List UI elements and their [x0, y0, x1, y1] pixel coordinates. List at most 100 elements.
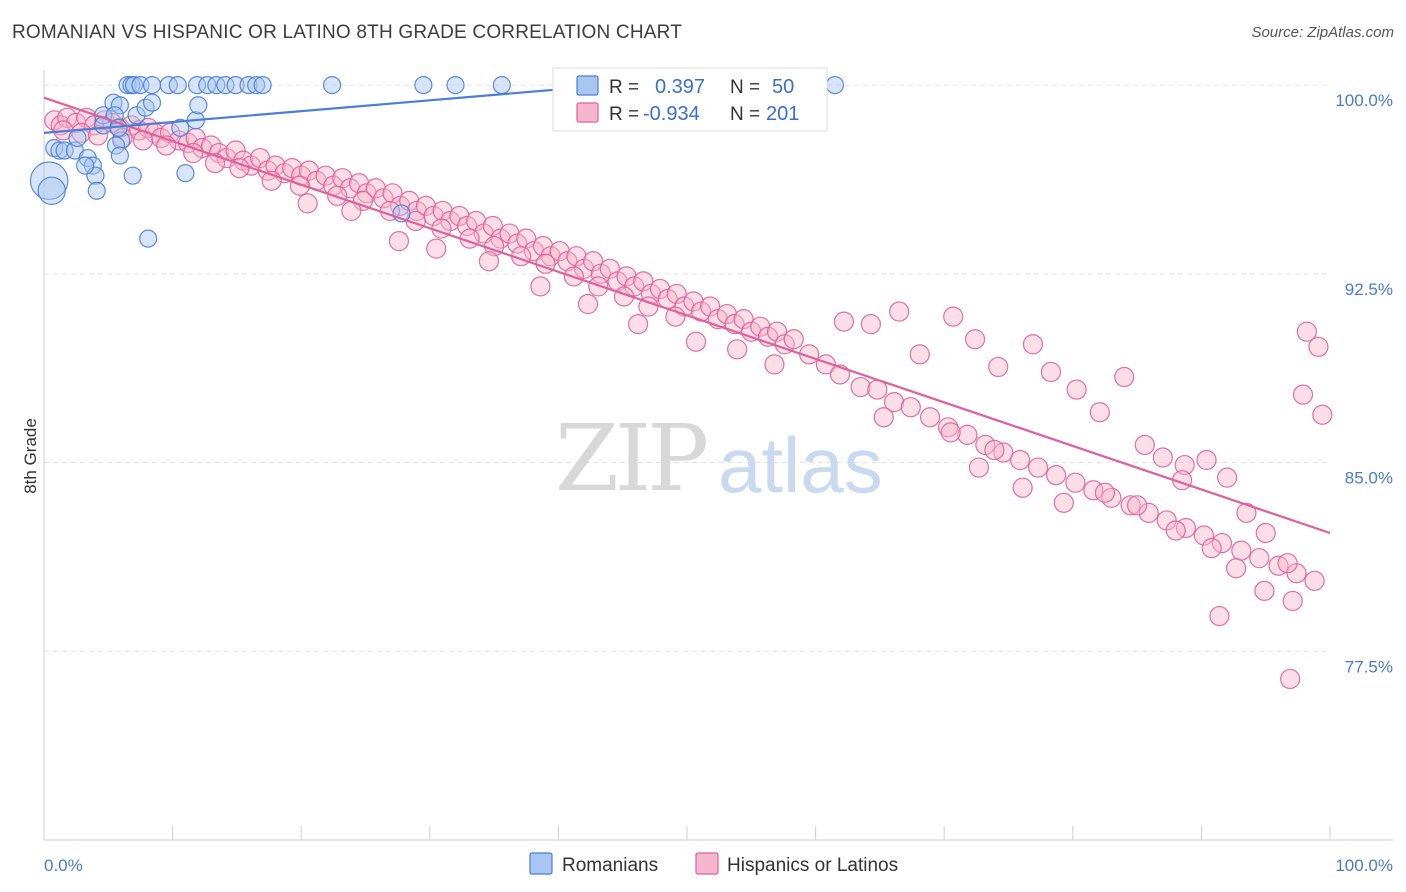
romanians-point-43 — [253, 75, 272, 95]
y-tick-label-3: 77.5% — [1345, 657, 1393, 676]
hispanics-point-122 — [628, 314, 649, 335]
hispanics-point-81 — [716, 303, 737, 325]
hispanics-point-92 — [87, 125, 109, 146]
romanians-point-31 — [124, 75, 144, 95]
hispanics-point-87 — [766, 321, 788, 342]
romanians-point-4 — [55, 141, 74, 160]
romanians-point-6 — [68, 128, 87, 148]
hispanics-point-61 — [549, 241, 570, 262]
hispanics-point-174 — [1277, 553, 1298, 574]
hispanics-point-139 — [1027, 457, 1049, 478]
hispanics-point-138 — [1009, 449, 1031, 471]
hispanics-point-114 — [665, 306, 686, 327]
hispanics-point-169 — [1174, 454, 1195, 476]
legend-label-romanians[interactable]: Romanians — [562, 855, 658, 876]
hispanics-point-39 — [365, 178, 386, 199]
romanians-point-42 — [247, 75, 266, 95]
hispanics-point-129 — [850, 376, 871, 398]
hispanics-point-118 — [426, 238, 447, 259]
hispanics-point-170 — [1196, 449, 1217, 471]
hispanics-point-178 — [1312, 404, 1333, 425]
romanians-point-23 — [110, 146, 129, 165]
hispanics-point-173 — [1255, 522, 1276, 544]
romanians-point-36 — [187, 75, 207, 95]
y-tick-labels: 100.0% 92.5% 85.0% 77.5% — [1335, 91, 1393, 676]
romanians-point-17 — [123, 166, 142, 185]
y-axis-title: 8th Grade — [21, 418, 40, 494]
hispanics-point-163 — [1040, 361, 1062, 383]
legend-swatch-romanians-bottom[interactable] — [529, 852, 553, 875]
legend-n-value-romanians: 50 — [772, 76, 794, 98]
legend-swatch-hispanics-bottom[interactable] — [695, 852, 719, 875]
watermark: ZIP atlas — [555, 405, 883, 512]
romanians-point-46 — [446, 75, 465, 95]
hispanics-point-33 — [315, 165, 336, 186]
hispanics-point-45 — [415, 195, 437, 216]
hispanics-point-175 — [1292, 384, 1314, 405]
hispanics-point-53 — [482, 215, 503, 237]
hispanics-point-167 — [1134, 434, 1155, 456]
hispanics-point-176 — [1296, 321, 1317, 342]
romanians-point-1 — [37, 176, 66, 205]
hispanics-point-51 — [465, 210, 487, 232]
hispanics-point-181 — [1012, 477, 1033, 498]
correlation-legend: R = 0.397 N = 50 R = -0.934 N = 201 — [552, 67, 828, 132]
hispanics-point-141 — [1065, 472, 1086, 493]
hispanics-point-158 — [909, 344, 930, 365]
hispanics-point-157 — [889, 301, 910, 322]
hispanics-point-191 — [1209, 605, 1230, 627]
hispanics-point-55 — [499, 223, 520, 244]
romanians-point-47 — [492, 75, 511, 95]
hispanics-point-165 — [1089, 402, 1110, 423]
romanians-point-28 — [189, 96, 208, 115]
hispanics-point-188 — [1254, 580, 1275, 601]
hispanics-point-193 — [940, 422, 961, 443]
hispanics-point-162 — [1022, 334, 1044, 355]
hispanics-point-184 — [1126, 495, 1148, 516]
hispanics-point-192 — [1280, 668, 1301, 690]
romanians-point-13 — [110, 96, 129, 115]
hispanics-point-41 — [382, 183, 403, 204]
hispanics-point-168 — [1152, 447, 1173, 468]
hispanics-point-125 — [764, 354, 785, 375]
romanians-point-35 — [168, 75, 187, 95]
romanians-point-24 — [87, 181, 106, 200]
romanians-point-26 — [176, 164, 195, 183]
legend-n-label-hispanics: N = — [730, 104, 760, 125]
hispanics-point-171 — [1217, 467, 1238, 488]
hispanics-point-83 — [733, 309, 754, 330]
y-tick-label-1: 92.5% — [1345, 280, 1393, 299]
hispanics-point-119 — [478, 251, 500, 272]
hispanics-point-164 — [1066, 379, 1087, 400]
hispanics-point-144 — [1120, 495, 1141, 516]
hispanics-point-100 — [289, 175, 311, 196]
hispanics-point-115 — [297, 193, 318, 214]
hispanics-point-180 — [968, 457, 990, 478]
romanians-point-40 — [226, 75, 245, 95]
chart-title: ROMANIAN VS HISPANIC OR LATINO 8TH GRADE… — [12, 22, 683, 43]
watermark-atlas: atlas — [718, 421, 883, 509]
hispanics-point-166 — [1114, 366, 1135, 388]
legend-r-value-romanians: 0.397 — [655, 76, 705, 98]
romanians-point-0 — [29, 161, 69, 201]
hispanics-point-159 — [943, 306, 964, 327]
x-tick-labels: 0.0% 100.0% — [44, 856, 1393, 875]
hispanics-point-156 — [860, 314, 881, 335]
hispanics-point-120 — [530, 276, 551, 297]
watermark-zip: ZIP — [555, 405, 706, 512]
romanians-point-22 — [106, 136, 126, 155]
hispanics-point-154 — [1304, 570, 1325, 591]
hispanics-point-63 — [566, 246, 587, 267]
y-tick-label-2: 85.0% — [1345, 469, 1393, 488]
hispanics-point-77 — [683, 291, 704, 312]
series-legend: Romanians Hispanics or Latinos — [529, 852, 898, 876]
hispanics-point-161 — [988, 356, 1009, 378]
hispanics-point-189 — [1282, 590, 1303, 612]
romanians-point-49 — [825, 75, 844, 95]
hispanics-point-185 — [1165, 520, 1186, 541]
romanians-point-25 — [171, 118, 190, 137]
legend-label-hispanics[interactable]: Hispanics or Latinos — [727, 855, 898, 876]
romanians-point-44 — [322, 75, 342, 95]
hispanics-point-150 — [1231, 540, 1252, 561]
